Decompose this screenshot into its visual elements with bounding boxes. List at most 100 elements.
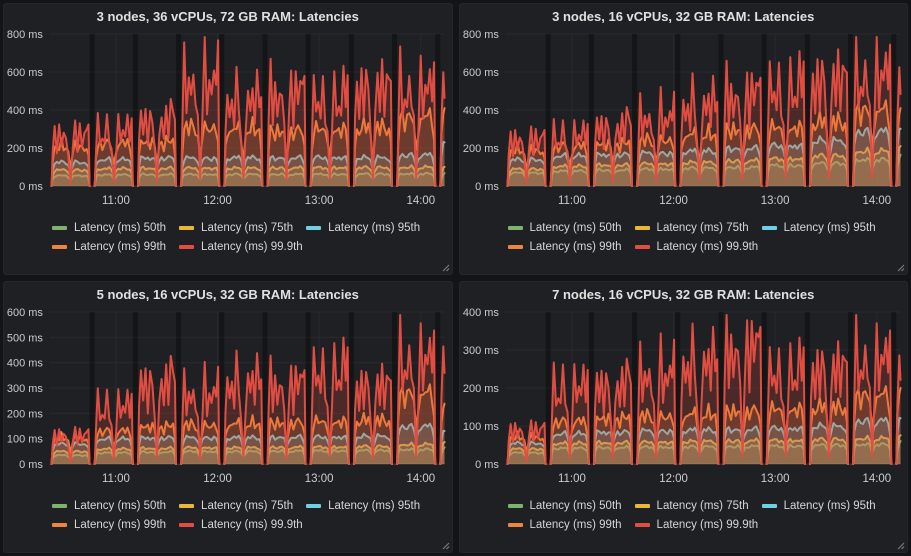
legend-item-50th[interactable]: Latency (ms) 50th [52, 496, 166, 515]
latency-graph[interactable]: 0 ms 200 ms 400 ms 600 ms 800 ms 11:00 12:00 13… [460, 28, 908, 213]
legend-item-99.9th[interactable]: Latency (ms) 99.9th [179, 237, 303, 256]
svg-text:14:00: 14:00 [406, 195, 435, 207]
svg-text:13:00: 13:00 [305, 195, 334, 207]
legend-label: Latency (ms) 95th [328, 499, 421, 512]
panel-3n-36vcpu: 3 nodes, 36 vCPUs, 72 GB RAM: Latencies … [3, 3, 453, 275]
svg-text:200 ms: 200 ms [462, 143, 498, 155]
svg-text:0 ms: 0 ms [475, 181, 499, 193]
series-color-swatch [306, 225, 322, 230]
legend-item-95th[interactable]: Latency (ms) 95th [306, 496, 420, 515]
legend-item-99.9th[interactable]: Latency (ms) 99.9th [634, 237, 758, 256]
legend-label: Latency (ms) 99th [529, 518, 622, 531]
svg-text:200 ms: 200 ms [7, 408, 43, 420]
svg-text:12:00: 12:00 [203, 195, 232, 207]
legend-label: Latency (ms) 95th [783, 499, 876, 512]
svg-text:100 ms: 100 ms [462, 421, 498, 433]
legend-item-99th[interactable]: Latency (ms) 99th [507, 237, 622, 256]
panel-5n-16vcpu: 5 nodes, 16 vCPUs, 32 GB RAM: Latencies … [3, 281, 453, 553]
svg-text:200 ms: 200 ms [7, 143, 43, 155]
svg-text:300 ms: 300 ms [462, 345, 498, 357]
legend-item-75th[interactable]: Latency (ms) 75th [179, 218, 293, 237]
series-color-swatch [634, 522, 650, 527]
panel-title[interactable]: 7 nodes, 16 vCPUs, 32 GB RAM: Latencies [552, 287, 815, 302]
svg-text:100 ms: 100 ms [7, 434, 43, 446]
legend-label: Latency (ms) 50th [74, 499, 167, 512]
series-color-swatch [179, 225, 195, 230]
panel-7n-16vcpu: 7 nodes, 16 vCPUs, 32 GB RAM: Latencies … [458, 281, 908, 553]
legend-item-50th[interactable]: Latency (ms) 50th [52, 218, 166, 237]
series-color-swatch [179, 503, 195, 508]
legend-label: Latency (ms) 99.9th [201, 240, 303, 253]
svg-text:13:00: 13:00 [760, 473, 789, 485]
legend-item-75th[interactable]: Latency (ms) 75th [634, 496, 749, 515]
series-color-swatch [507, 225, 523, 230]
legend-label: Latency (ms) 50th [529, 221, 622, 234]
series-color-swatch [52, 225, 67, 230]
svg-text:14:00: 14:00 [406, 473, 435, 485]
legend-item-50th[interactable]: Latency (ms) 50th [507, 496, 622, 515]
panel-resize-icon[interactable] [895, 262, 905, 272]
svg-text:300 ms: 300 ms [7, 383, 43, 395]
panel-resize-icon[interactable] [440, 262, 450, 272]
legend-label: Latency (ms) 75th [201, 221, 294, 234]
series-color-swatch [52, 244, 67, 249]
svg-text:13:00: 13:00 [760, 195, 789, 207]
svg-text:11:00: 11:00 [558, 473, 586, 485]
panel-title[interactable]: 3 nodes, 16 vCPUs, 32 GB RAM: Latencies [552, 9, 815, 24]
legend-item-99th[interactable]: Latency (ms) 99th [507, 515, 622, 534]
legend-label: Latency (ms) 99th [74, 518, 167, 531]
svg-text:400 ms: 400 ms [7, 105, 43, 117]
series-color-swatch [52, 503, 67, 508]
legend-label: Latency (ms) 75th [201, 499, 294, 512]
latency-graph[interactable]: 0 ms 100 ms 200 ms 300 ms 400 ms 11:00 12:00 13… [460, 306, 908, 491]
svg-text:0 ms: 0 ms [19, 459, 43, 471]
panel-title[interactable]: 5 nodes, 16 vCPUs, 32 GB RAM: Latencies [96, 287, 359, 302]
series-color-swatch [634, 244, 650, 249]
legend-item-99.9th[interactable]: Latency (ms) 99.9th [634, 515, 758, 534]
legend-label: Latency (ms) 99.9th [201, 518, 303, 531]
panel-resize-icon[interactable] [440, 540, 450, 550]
svg-text:500 ms: 500 ms [7, 332, 43, 344]
series-color-swatch [179, 522, 195, 527]
svg-text:12:00: 12:00 [203, 473, 232, 485]
legend-label: Latency (ms) 50th [529, 499, 622, 512]
svg-text:600 ms: 600 ms [462, 67, 498, 79]
legend-item-50th[interactable]: Latency (ms) 50th [507, 218, 622, 237]
series-color-swatch [761, 503, 777, 508]
svg-text:11:00: 11:00 [558, 195, 586, 207]
svg-text:400 ms: 400 ms [462, 307, 498, 319]
svg-text:13:00: 13:00 [305, 473, 334, 485]
latency-graph[interactable]: 0 ms 200 ms 400 ms 600 ms 800 ms 11:00 12:00 13… [4, 28, 452, 213]
series-color-swatch [761, 225, 777, 230]
legend-item-75th[interactable]: Latency (ms) 75th [634, 218, 749, 237]
legend: Latency (ms) 50th Latency (ms) 75th Latenc… [4, 496, 452, 534]
series-color-swatch [52, 522, 67, 527]
series-color-swatch [179, 244, 195, 249]
series-color-swatch [507, 522, 523, 527]
legend-item-99th[interactable]: Latency (ms) 99th [52, 237, 166, 256]
svg-text:400 ms: 400 ms [462, 105, 498, 117]
panel-resize-icon[interactable] [895, 540, 905, 550]
legend-label: Latency (ms) 75th [656, 499, 749, 512]
svg-text:600 ms: 600 ms [7, 307, 43, 319]
svg-text:400 ms: 400 ms [7, 358, 43, 370]
legend-label: Latency (ms) 75th [656, 221, 749, 234]
legend-item-95th[interactable]: Latency (ms) 95th [761, 218, 876, 237]
legend-label: Latency (ms) 99th [529, 240, 622, 253]
legend-label: Latency (ms) 95th [328, 221, 421, 234]
series-color-swatch [507, 503, 523, 508]
svg-text:0 ms: 0 ms [475, 459, 499, 471]
legend-item-95th[interactable]: Latency (ms) 95th [306, 218, 420, 237]
series-color-swatch [634, 503, 650, 508]
legend-label: Latency (ms) 99th [74, 240, 167, 253]
legend-item-99.9th[interactable]: Latency (ms) 99.9th [179, 515, 303, 534]
legend-item-99th[interactable]: Latency (ms) 99th [52, 515, 166, 534]
svg-text:14:00: 14:00 [862, 195, 891, 207]
legend-item-95th[interactable]: Latency (ms) 95th [761, 496, 876, 515]
svg-text:200 ms: 200 ms [462, 383, 498, 395]
legend-item-75th[interactable]: Latency (ms) 75th [179, 496, 293, 515]
svg-text:800 ms: 800 ms [462, 29, 498, 41]
latency-graph[interactable]: 0 ms 100 ms 200 ms 300 ms 400 ms 500 ms 600 ms… [4, 306, 452, 491]
panel-title[interactable]: 3 nodes, 36 vCPUs, 72 GB RAM: Latencies [96, 9, 359, 24]
